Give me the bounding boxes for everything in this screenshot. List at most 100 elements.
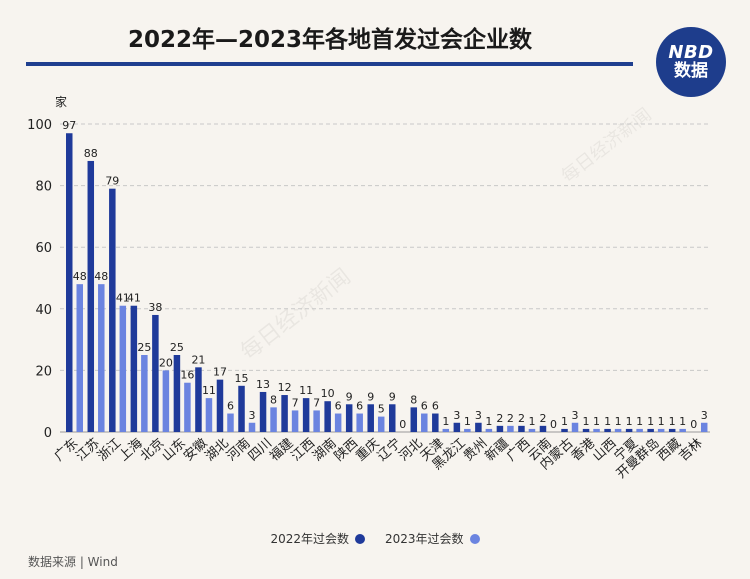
y-tick-label: 60: [35, 241, 52, 256]
bar-2023: [614, 428, 622, 432]
data-label-2022: 9: [389, 390, 396, 403]
data-label-2022: 11: [299, 384, 313, 397]
bar-2023: [119, 305, 127, 432]
chart-legend: 2022年过会数 2023年过会数: [0, 530, 750, 547]
data-label-2023: 3: [572, 409, 579, 422]
bar-2022: [604, 428, 611, 432]
bar-2023: [98, 284, 105, 432]
y-tick-label: 100: [27, 118, 52, 133]
bar-2022: [281, 395, 288, 432]
data-label-2022: 1: [583, 415, 590, 428]
y-axis-unit: 家: [55, 94, 67, 109]
bar-2022: [518, 425, 525, 432]
data-label-2022: 1: [626, 415, 633, 428]
bar-2023: [141, 355, 148, 432]
bar-2022: [475, 422, 482, 432]
bar-2023: [657, 428, 665, 432]
bar-2023: [76, 284, 83, 432]
bar-2022: [302, 398, 310, 432]
data-label-2022: 9: [367, 390, 374, 403]
data-label-2023: 1: [636, 415, 643, 428]
legend-item-2022: 2022年过会数: [270, 530, 365, 547]
data-label-2022: 3: [475, 409, 482, 422]
bar-2023: [507, 425, 514, 432]
legend-item-2023: 2023年过会数: [385, 530, 480, 547]
bar-2022: [152, 314, 159, 432]
legend-dot-2023: [469, 533, 480, 544]
data-label-2022: 25: [170, 341, 184, 354]
bar-2022: [389, 404, 396, 432]
data-label-2023: 48: [94, 270, 108, 283]
bar-2023: [700, 422, 708, 432]
bar-2022: [130, 305, 138, 432]
bar-2023: [571, 422, 579, 432]
data-label-2023: 1: [679, 415, 686, 428]
bar-2023: [162, 370, 170, 432]
logo-text-nbd: NBD: [668, 41, 714, 63]
y-tick-label: 20: [35, 364, 52, 379]
logo-text-data: 数据: [674, 60, 708, 81]
data-label-2023: 1: [593, 415, 600, 428]
data-label-2022: 38: [148, 301, 162, 314]
bar-2023: [248, 422, 256, 432]
data-label-2022: 17: [213, 366, 227, 379]
bar-2023: [184, 382, 191, 432]
data-label-2023: 1: [485, 415, 492, 428]
data-label-2023: 7: [313, 396, 320, 409]
bar-2022: [345, 404, 353, 432]
bar-2023: [356, 413, 363, 432]
bar-2022: [195, 367, 202, 432]
data-label-2023: 1: [615, 415, 622, 428]
bar-2022: [539, 425, 547, 432]
data-label-2023: 5: [378, 403, 385, 416]
data-label-2022: 1: [604, 415, 611, 428]
data-label-2023: 1: [464, 415, 471, 428]
bar-2022: [324, 401, 331, 432]
data-label-2023: 3: [249, 409, 256, 422]
data-label-2023: 48: [73, 270, 87, 283]
data-label-2023: 1: [528, 415, 535, 428]
data-label-2023: 6: [227, 400, 234, 413]
data-label-2023: 1: [658, 415, 665, 428]
data-label-2023: 6: [356, 400, 363, 413]
watermark: 每日经济新闻: [236, 264, 355, 365]
bar-2023: [528, 428, 536, 432]
data-label-2023: 1: [442, 415, 449, 428]
bar-2022: [453, 422, 461, 432]
data-label-2023: 11: [202, 384, 216, 397]
bar-2022: [216, 379, 224, 432]
data-source: 数据来源 | Wind: [28, 555, 118, 569]
data-label-2022: 97: [62, 119, 76, 132]
data-label-2023: 41: [116, 292, 130, 305]
data-label-2023: 3: [701, 409, 708, 422]
data-label-2022: 6: [432, 400, 439, 413]
y-tick-label: 40: [35, 303, 52, 318]
bar-2022: [582, 428, 590, 432]
bar-2023: [291, 410, 299, 432]
data-label-2022: 10: [321, 387, 335, 400]
bar-2022: [561, 428, 568, 432]
data-label-2022: 12: [278, 381, 292, 394]
bar-2023: [313, 410, 320, 432]
data-label-2022: 3: [453, 409, 460, 422]
legend-dot-2022: [355, 533, 365, 544]
bar-2022: [66, 133, 73, 433]
data-label-2022: 2: [518, 412, 525, 425]
data-label-2022: 79: [105, 175, 119, 188]
data-label-2022: 15: [235, 372, 249, 385]
legend-label-2022: 2022年过会数: [270, 532, 349, 546]
bar-2023: [485, 428, 493, 432]
data-label-2022: 0: [690, 418, 697, 431]
bar-2023: [442, 428, 450, 432]
data-label-2023: 8: [270, 393, 277, 406]
data-label-2023: 7: [292, 396, 299, 409]
data-label-2022: 8: [410, 393, 417, 406]
data-label-2023: 6: [421, 400, 428, 413]
bar-2022: [496, 425, 504, 432]
data-label-2022: 13: [256, 378, 270, 391]
bar-2023: [679, 428, 686, 432]
bar-2022: [238, 385, 245, 432]
bar-2022: [259, 391, 267, 432]
data-label-2023: 0: [550, 418, 557, 431]
bar-2023: [205, 398, 213, 432]
